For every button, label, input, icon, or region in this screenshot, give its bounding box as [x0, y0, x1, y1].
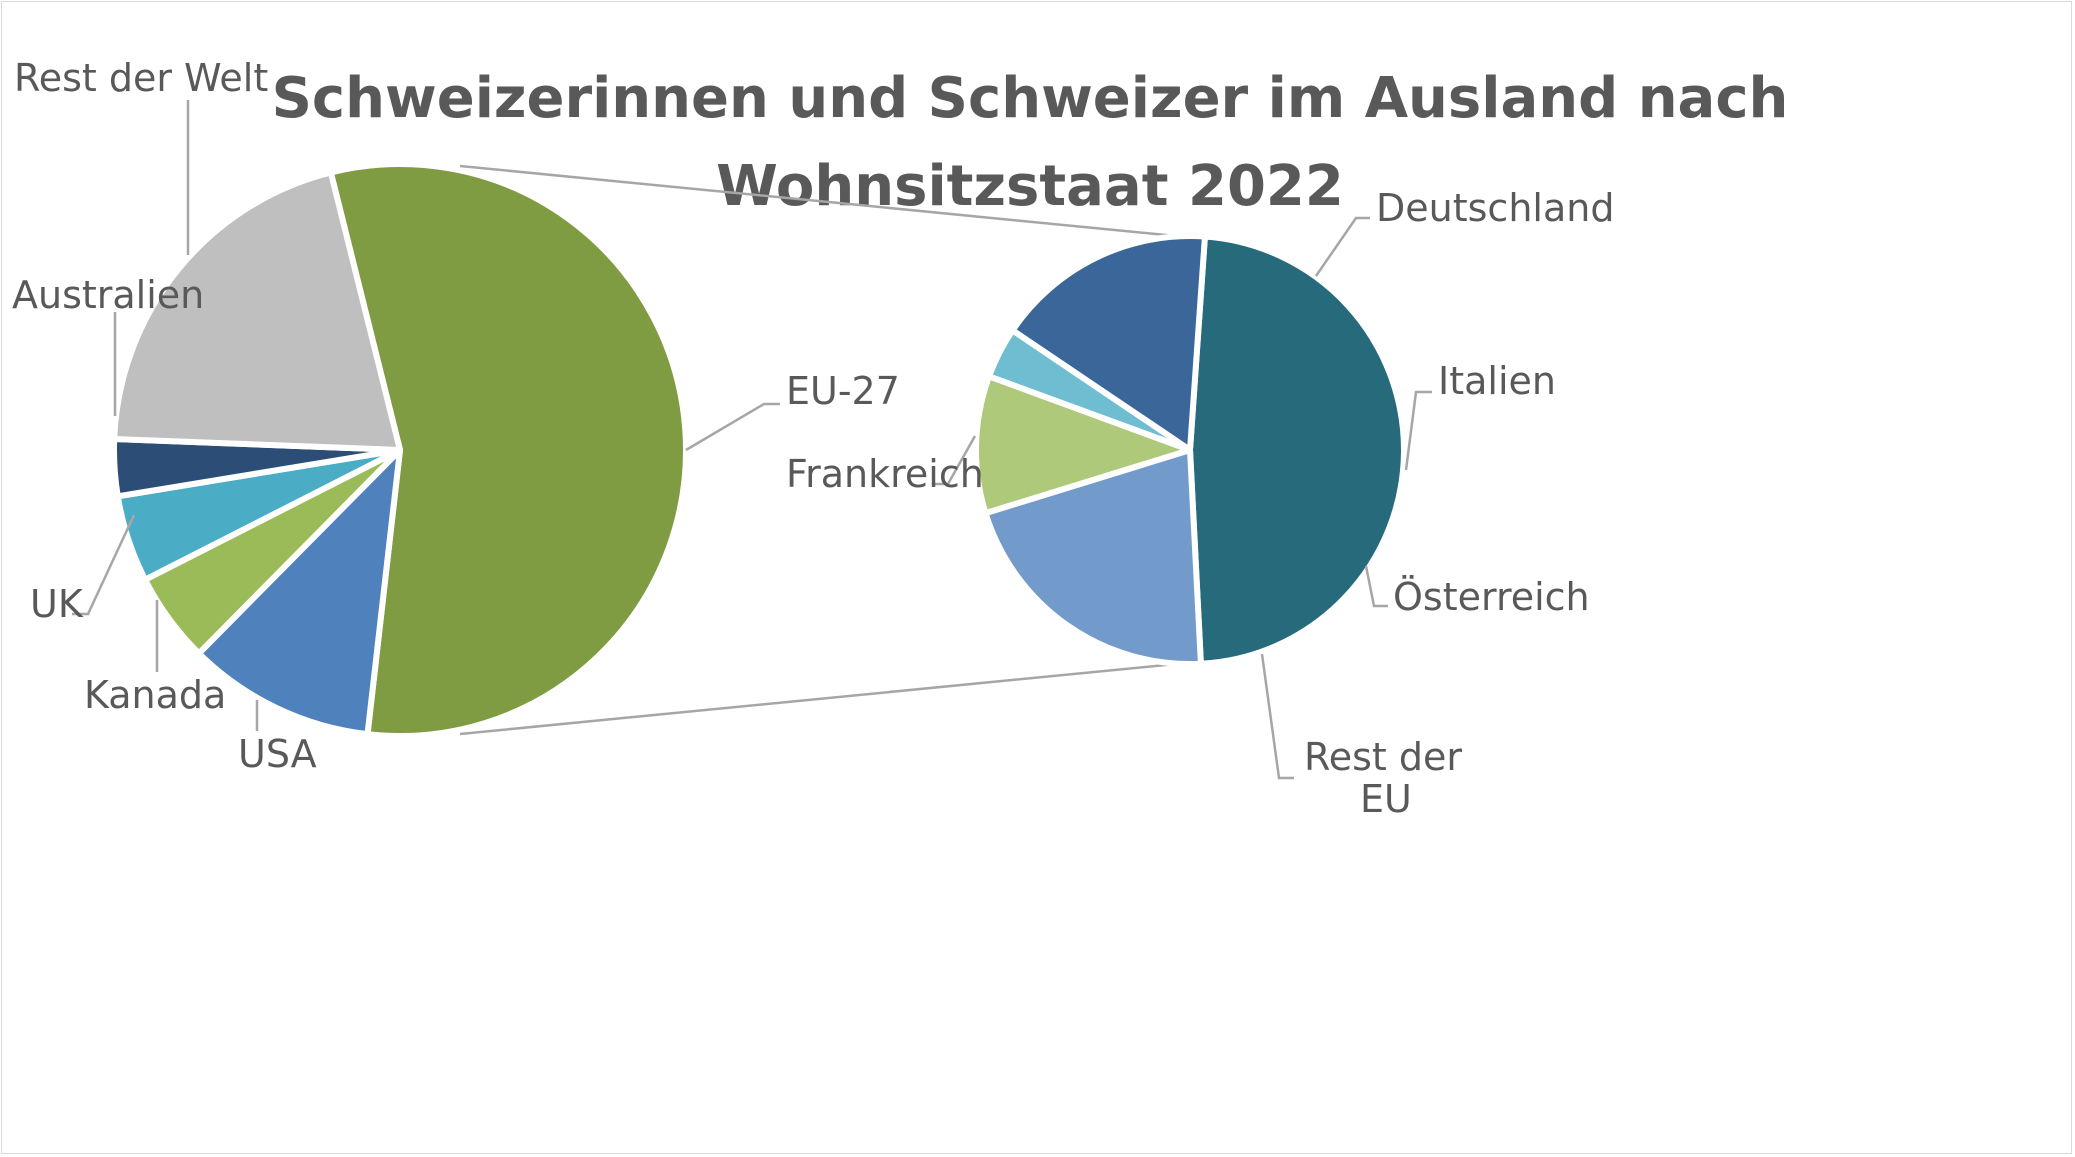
secondary-leader-osterreich: [1364, 565, 1388, 608]
secondary-leader-deutschland: [1314, 216, 1370, 277]
main-slice-eu-27: [327, 161, 689, 739]
secondary-leader-rest-der-eu: [1260, 653, 1294, 780]
secondary-slice-italien: [973, 373, 1193, 517]
main-label-usa: USA: [238, 732, 317, 776]
secondary-slice-deutschland: [982, 447, 1204, 667]
secondary-slice-rest-der-eu: [1009, 233, 1208, 453]
secondary-slice-frankreich: [1187, 233, 1407, 667]
chart-title-line-1: Schweizerinnen und Schweizer im Ausland …: [271, 66, 1789, 131]
pie-connectors: [459, 164, 1177, 736]
main-label-eu-27: EU-27: [786, 369, 900, 413]
main-slice-usa: [195, 447, 403, 738]
main-label-rest-der-welt: Rest der Welt: [14, 56, 268, 100]
main-leader-eu-27: [685, 402, 780, 452]
connector-bottom: [459, 662, 1177, 736]
slice-labels: EU-27 USA Kanada UK Australien Rest der Welt F…: [12, 56, 1614, 821]
secondary-label-frankreich: Frankreich: [786, 452, 984, 496]
connector-top: [459, 164, 1177, 238]
main-slice-rest-der-welt: [111, 169, 403, 453]
chart-title: Schweizerinnen und Schweizer im Ausland …: [200, 55, 1860, 231]
main-label-australien: Australien: [12, 273, 204, 317]
main-label-uk: UK: [30, 582, 84, 626]
secondary-label-osterreich: Österreich: [1393, 575, 1590, 619]
secondary-pie: [973, 233, 1407, 667]
main-label-kanada: Kanada: [84, 673, 226, 717]
secondary-label-italien: Italien: [1438, 359, 1556, 403]
main-pie: [111, 161, 689, 739]
main-leader-uk: [72, 514, 136, 616]
secondary-leader-frankreich: [932, 435, 977, 486]
chart-title-line-2: Wohnsitzstaat 2022: [716, 154, 1344, 219]
secondary-label-rest-der-eu: Rest der EU: [1304, 735, 1462, 821]
secondary-label-deutschland: Deutschland: [1376, 186, 1614, 230]
label-leaders: [72, 100, 1432, 780]
secondary-leader-italien: [1404, 390, 1432, 471]
